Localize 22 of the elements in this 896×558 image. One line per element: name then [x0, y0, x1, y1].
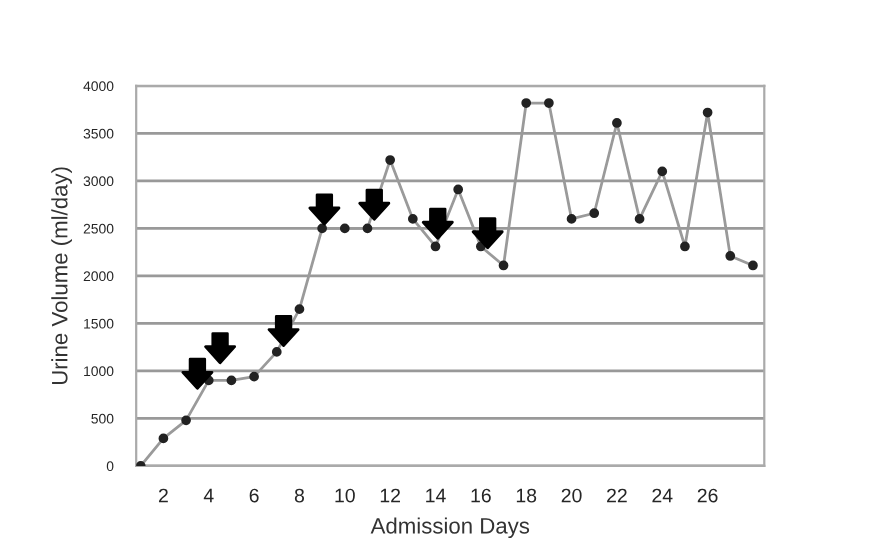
x-tick-label: 26	[697, 488, 718, 503]
x-tick-label: 10	[335, 488, 355, 503]
x-tick-label: 4	[203, 488, 214, 503]
point	[421, 207, 454, 240]
point	[308, 193, 341, 226]
x-tick-label: 12	[380, 488, 400, 503]
x-tick-label: 8	[294, 488, 305, 503]
x-tick-label: 18	[516, 488, 537, 503]
x-tick-label: 24	[652, 488, 673, 503]
point	[204, 332, 237, 365]
x-tick-label: 22	[607, 488, 627, 503]
point	[358, 188, 391, 221]
x-tick-label: 20	[561, 488, 582, 503]
point	[267, 315, 300, 347]
x-tick-label: 16	[471, 488, 491, 503]
x-tick-label: 14	[426, 488, 446, 503]
x-tick-label: 2	[158, 488, 168, 503]
y-axis-title: Urine Volume (ml/day)	[51, 167, 72, 385]
point	[471, 217, 504, 250]
x-axis-title: Admission Days	[370, 517, 530, 539]
x-tick-label: 6	[249, 488, 259, 503]
point	[181, 357, 214, 390]
